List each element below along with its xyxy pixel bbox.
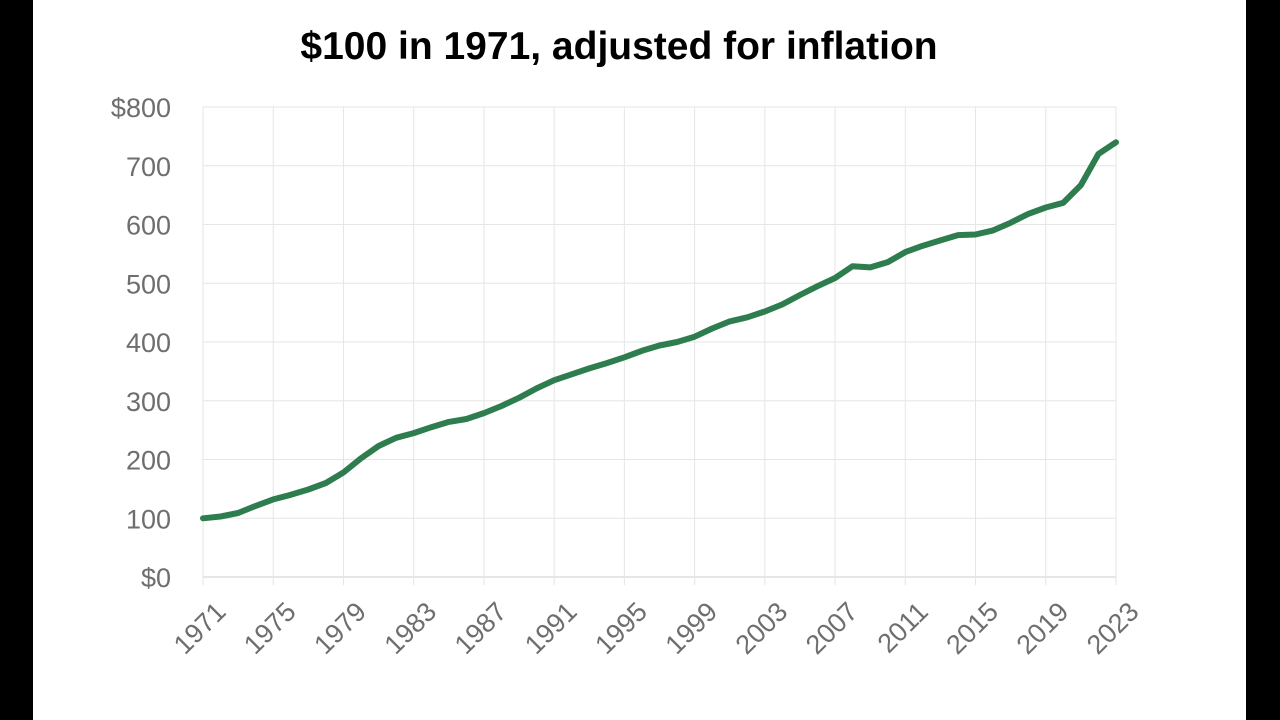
- x-tick-label: 1979: [308, 596, 372, 660]
- x-tick-label: 2011: [872, 596, 934, 658]
- x-tick-label: 1995: [589, 596, 653, 660]
- x-tick-label: 1987: [449, 596, 513, 660]
- x-tick-label: 1999: [659, 596, 723, 660]
- y-tick-label: 600: [126, 211, 171, 241]
- chart-canvas: $100 in 1971, adjusted for inflation $0 1…: [33, 0, 1246, 720]
- chart-title: $100 in 1971, adjusted for inflation: [300, 25, 938, 68]
- y-tick-label: 300: [126, 387, 171, 417]
- x-tick-label: 2015: [940, 596, 1004, 660]
- x-tick-label: 2007: [800, 596, 864, 660]
- x-tick-label: 2003: [730, 596, 794, 660]
- x-tick-label: 2023: [1081, 596, 1145, 660]
- x-tick-label: 1971: [168, 596, 232, 660]
- y-tick-label: $0: [141, 563, 171, 593]
- y-tick-label: $800: [111, 93, 171, 123]
- y-tick-label: 500: [126, 269, 171, 299]
- x-tick-label: 1991: [519, 596, 583, 660]
- y-tick-label: 400: [126, 328, 171, 358]
- x-tick-label: 1975: [238, 596, 302, 660]
- data-line: [200, 139, 1119, 522]
- y-tick-label: 100: [126, 504, 171, 534]
- y-tick-label: 200: [126, 446, 171, 476]
- y-tick-label: 700: [126, 152, 171, 182]
- x-tick-label: 1983: [379, 596, 443, 660]
- x-tick-label: 2019: [1011, 596, 1075, 660]
